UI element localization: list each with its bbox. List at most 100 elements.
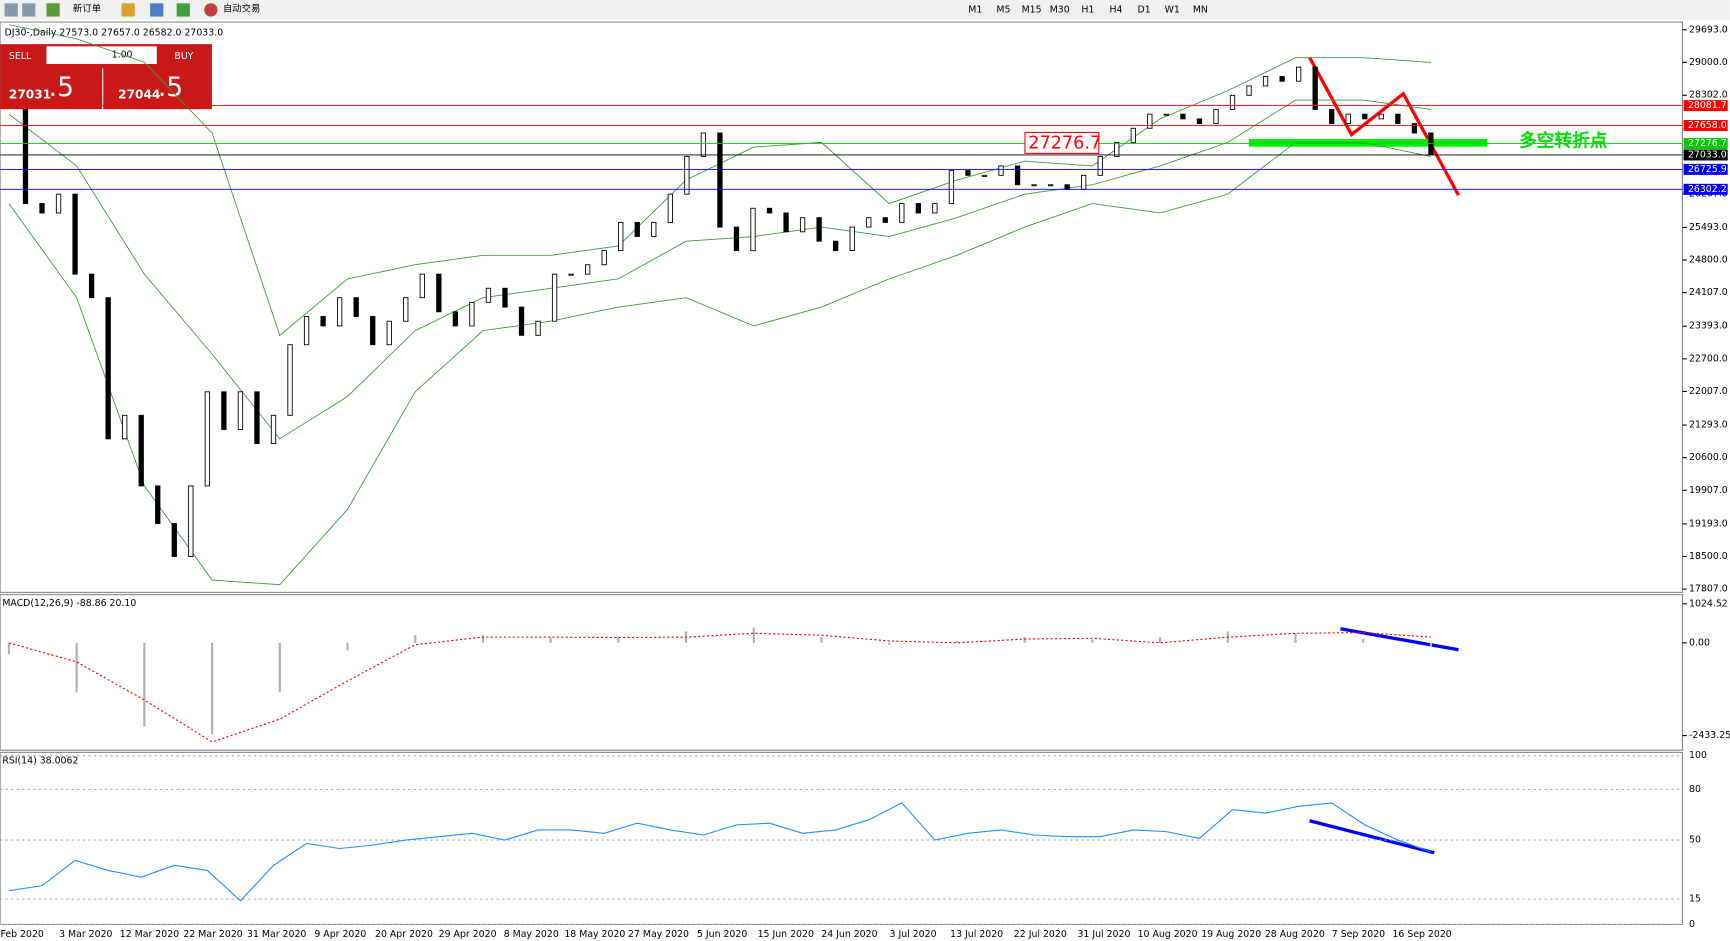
level-tag xyxy=(1683,120,1728,132)
y-tick-label: 24800.0 xyxy=(1689,255,1728,266)
candle xyxy=(353,297,359,317)
macd-bar xyxy=(143,642,146,727)
macd-bar xyxy=(820,637,823,643)
candle xyxy=(72,193,78,275)
ask-tail[interactable]: .5 xyxy=(158,72,183,103)
level-tag xyxy=(1683,137,1728,150)
macd-bar xyxy=(1362,639,1365,643)
candle xyxy=(585,264,591,275)
rsi-title: RSI(14) 38.0062 xyxy=(2,756,78,767)
macd-bar xyxy=(481,635,485,643)
timeframe[interactable]: M30 xyxy=(1050,4,1070,15)
timeframe[interactable]: M1 xyxy=(968,4,982,15)
macd-pane xyxy=(0,594,1683,751)
y-tick-label: 25493.0 xyxy=(1689,222,1728,233)
x-tick-label: 9 Apr 2020 xyxy=(314,929,366,940)
macd-bar xyxy=(1294,633,1297,643)
macd-bar xyxy=(955,640,959,643)
candle xyxy=(204,391,211,487)
candle xyxy=(849,226,855,252)
y-tick-label: 29693.0 xyxy=(1689,24,1728,35)
candle xyxy=(766,207,773,214)
candle xyxy=(833,240,839,252)
timeframe[interactable]: M15 xyxy=(1022,4,1042,15)
timeframe[interactable]: D1 xyxy=(1138,4,1151,15)
annotation-text: 多空转折点 xyxy=(1519,129,1608,151)
icon[interactable] xyxy=(46,3,60,17)
y-tick-label: 0 xyxy=(1689,919,1695,930)
candle xyxy=(998,165,1004,176)
candle xyxy=(568,273,574,276)
green-bar xyxy=(1248,138,1488,147)
icon[interactable] xyxy=(22,3,36,17)
y-tick-label: 50 xyxy=(1689,835,1701,846)
lots[interactable]: 1.00 xyxy=(112,50,133,61)
buy-button[interactable]: BUY xyxy=(174,51,193,62)
candle xyxy=(667,193,673,223)
candle xyxy=(171,523,177,557)
candle xyxy=(1064,184,1070,190)
bid[interactable]: 27031 xyxy=(9,87,51,101)
icon[interactable] xyxy=(204,3,218,17)
candle xyxy=(303,316,310,346)
timeframe[interactable]: W1 xyxy=(1165,4,1180,15)
y-tick-label: 100 xyxy=(1689,750,1707,761)
candle xyxy=(1114,141,1120,157)
main-pane xyxy=(0,21,1683,593)
y-tick-label: 23393.0 xyxy=(1689,321,1728,332)
icon[interactable] xyxy=(4,3,18,17)
candle xyxy=(1312,66,1318,110)
candle xyxy=(270,414,277,444)
candle xyxy=(1229,94,1236,110)
bid-tail[interactable]: .5 xyxy=(49,72,74,103)
auto-trading[interactable]: 自动交易 xyxy=(223,2,260,14)
candle xyxy=(1295,66,1302,82)
x-tick-label: 20 Apr 2020 xyxy=(375,929,433,940)
candle xyxy=(1411,123,1418,134)
candle xyxy=(155,485,161,524)
candle xyxy=(287,344,293,416)
icon[interactable] xyxy=(150,3,164,17)
x-tick-label: 29 Apr 2020 xyxy=(439,929,497,940)
y-tick-label: 19193.0 xyxy=(1689,518,1728,529)
candle xyxy=(601,250,607,266)
trade-panel: SELL BUY 1.00 27031 .5 27044 .5 xyxy=(0,44,212,110)
sell-button[interactable]: SELL xyxy=(9,51,32,62)
y-tick-label: 19907.0 xyxy=(1689,485,1728,496)
lots-box[interactable] xyxy=(46,46,157,64)
icon[interactable] xyxy=(121,3,135,17)
candle xyxy=(188,485,194,557)
candle xyxy=(386,320,392,346)
level-label: 27276.7 xyxy=(1688,138,1727,149)
x-tick-label: 19 Aug 2020 xyxy=(1201,929,1261,940)
candle xyxy=(1047,184,1054,187)
bollinger-middle xyxy=(8,99,1431,440)
timeframe[interactable]: MN xyxy=(1193,4,1208,15)
level-label: 26302.2 xyxy=(1688,184,1727,195)
candle xyxy=(1014,165,1021,186)
timeframe[interactable]: H4 xyxy=(1109,4,1122,15)
icon[interactable] xyxy=(176,3,190,17)
candle xyxy=(452,311,459,327)
candle xyxy=(965,170,971,176)
y-tick-label: 28302.0 xyxy=(1689,90,1728,101)
x-tick-label: 18 May 2020 xyxy=(564,929,625,940)
candle xyxy=(700,132,707,157)
timeframe[interactable]: M5 xyxy=(996,4,1010,15)
new-order[interactable]: 新订单 xyxy=(73,2,101,14)
candle xyxy=(1395,113,1401,125)
candle xyxy=(1081,174,1087,190)
timeframe[interactable]: H1 xyxy=(1081,4,1094,15)
candle xyxy=(122,414,128,440)
candle xyxy=(634,221,640,237)
macd-bar xyxy=(752,627,755,643)
level-tag xyxy=(1683,100,1728,112)
ask[interactable]: 27044 xyxy=(118,87,160,101)
blue-arrow xyxy=(1309,819,1435,855)
annotation-box xyxy=(1024,131,1100,154)
candle xyxy=(1163,113,1170,116)
candle xyxy=(1246,85,1252,96)
candle xyxy=(535,320,541,336)
macd-bar xyxy=(1429,642,1433,647)
y-tick-label: 0.00 xyxy=(1689,637,1710,648)
